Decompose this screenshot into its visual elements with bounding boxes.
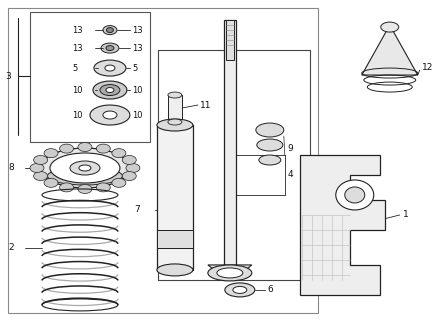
Ellipse shape <box>96 144 110 153</box>
Bar <box>168 95 181 122</box>
Ellipse shape <box>33 172 47 180</box>
Ellipse shape <box>157 264 192 276</box>
Ellipse shape <box>112 149 125 158</box>
Text: 13: 13 <box>72 44 82 52</box>
Bar <box>225 20 233 60</box>
Text: 10: 10 <box>132 110 142 120</box>
Text: 10: 10 <box>72 85 82 94</box>
Text: 12: 12 <box>421 62 432 72</box>
Ellipse shape <box>103 26 117 35</box>
Bar <box>224 20 235 265</box>
Ellipse shape <box>40 148 130 188</box>
Text: 10: 10 <box>72 110 82 120</box>
Ellipse shape <box>125 164 140 172</box>
Ellipse shape <box>90 105 130 125</box>
Ellipse shape <box>101 43 118 53</box>
Ellipse shape <box>112 178 125 187</box>
Ellipse shape <box>380 22 398 32</box>
Ellipse shape <box>344 187 364 203</box>
Ellipse shape <box>47 167 122 185</box>
Ellipse shape <box>106 45 114 51</box>
Ellipse shape <box>100 84 120 96</box>
Ellipse shape <box>168 119 181 125</box>
Text: 13: 13 <box>132 26 142 35</box>
Ellipse shape <box>258 155 280 165</box>
Ellipse shape <box>122 156 136 164</box>
Polygon shape <box>361 25 417 75</box>
Ellipse shape <box>106 28 113 33</box>
Bar <box>30 12 150 142</box>
Ellipse shape <box>103 111 117 119</box>
Ellipse shape <box>78 142 92 151</box>
Ellipse shape <box>78 185 92 194</box>
Ellipse shape <box>105 65 115 71</box>
Ellipse shape <box>59 183 73 192</box>
Text: 2: 2 <box>8 244 13 252</box>
Text: 5: 5 <box>72 64 77 73</box>
Text: 10: 10 <box>132 85 142 94</box>
Ellipse shape <box>335 180 373 210</box>
Ellipse shape <box>168 92 181 98</box>
Text: 9: 9 <box>287 143 293 153</box>
Polygon shape <box>299 155 384 295</box>
Text: 1: 1 <box>402 211 408 220</box>
Text: 11: 11 <box>199 100 211 109</box>
Ellipse shape <box>255 123 283 137</box>
Text: 3: 3 <box>5 72 11 81</box>
Ellipse shape <box>217 268 242 278</box>
Ellipse shape <box>93 81 127 99</box>
Ellipse shape <box>79 165 91 171</box>
Ellipse shape <box>157 119 192 131</box>
Ellipse shape <box>30 164 44 172</box>
Ellipse shape <box>44 178 58 187</box>
Ellipse shape <box>33 156 47 164</box>
Ellipse shape <box>44 149 58 158</box>
Ellipse shape <box>94 60 125 76</box>
Ellipse shape <box>106 88 114 92</box>
Bar <box>157 125 192 270</box>
Ellipse shape <box>96 183 110 192</box>
Text: 4: 4 <box>287 171 293 180</box>
Ellipse shape <box>59 144 73 153</box>
Text: 13: 13 <box>132 44 142 52</box>
Bar <box>157 230 192 248</box>
Text: 5: 5 <box>132 64 137 73</box>
Text: 8: 8 <box>8 164 14 172</box>
Ellipse shape <box>207 265 251 281</box>
Ellipse shape <box>256 139 282 151</box>
Bar <box>8 8 317 313</box>
Text: 6: 6 <box>267 285 273 294</box>
Text: 7: 7 <box>134 205 140 214</box>
Polygon shape <box>207 265 251 273</box>
Ellipse shape <box>232 286 246 293</box>
Ellipse shape <box>224 283 254 297</box>
Text: 13: 13 <box>72 26 82 35</box>
Ellipse shape <box>70 161 100 175</box>
Ellipse shape <box>50 153 120 183</box>
Ellipse shape <box>122 172 136 180</box>
